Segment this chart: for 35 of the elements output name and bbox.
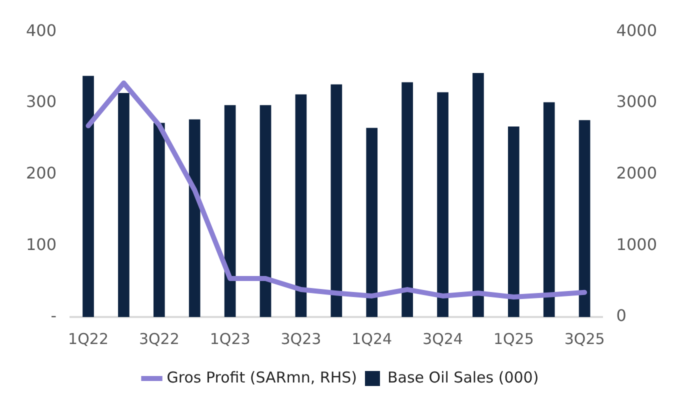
x-tick-label: 3Q24	[422, 330, 463, 348]
y2-tick-label: 2000	[616, 163, 657, 182]
legend-label: Gros Profit (SARmn, RHS)	[166, 368, 357, 386]
bar	[472, 72, 484, 317]
y-tick-label: 100	[26, 234, 57, 254]
bar	[295, 94, 307, 317]
bar	[118, 92, 130, 317]
bar	[330, 84, 342, 317]
y-tick-label: 200	[26, 163, 57, 182]
y2-tick-label: 4000	[616, 20, 657, 40]
x-tick-label: 3Q22	[138, 330, 180, 348]
y-tick-label: -	[50, 306, 57, 326]
bar	[402, 82, 413, 317]
bar	[260, 105, 272, 317]
y-tick-label: 300	[26, 92, 57, 112]
bar	[188, 119, 200, 317]
x-tick-label: 3Q23	[280, 330, 322, 348]
bar	[578, 120, 590, 317]
bar	[153, 122, 165, 317]
x-tick-label: 1Q25	[493, 330, 534, 348]
bar	[366, 128, 378, 317]
bar	[224, 105, 236, 317]
y2-tick-label: 0	[616, 306, 626, 326]
x-tick-label: 1Q24	[352, 330, 392, 348]
x-tick-label: 3Q25	[564, 330, 605, 348]
x-tick-label: 1Q22	[68, 330, 108, 348]
bar	[82, 76, 94, 317]
y-tick-label: 400	[26, 20, 57, 40]
legend-label: Base Oil Sales (000)	[387, 368, 539, 386]
bar	[543, 102, 555, 317]
y2-tick-label: 1000	[616, 234, 657, 254]
x-tick-label: 1Q23	[210, 330, 250, 348]
bar	[437, 92, 448, 317]
y2-tick-label: 3000	[616, 92, 657, 112]
bar	[508, 126, 520, 317]
